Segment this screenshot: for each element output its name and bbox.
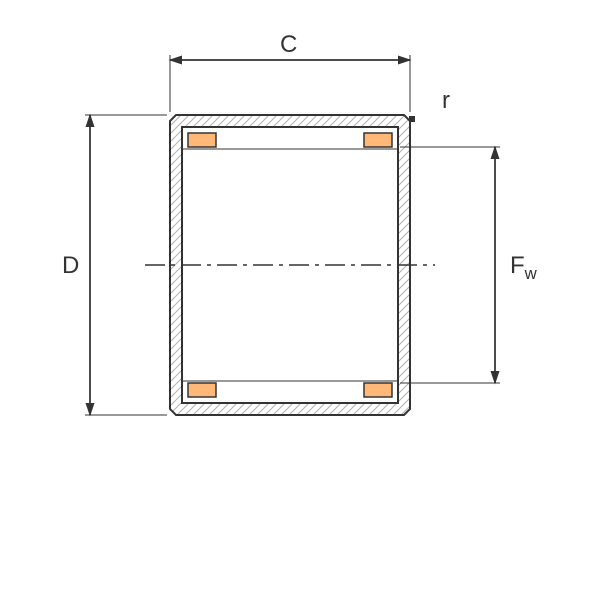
roller xyxy=(188,133,216,147)
dimension-r-label: r xyxy=(442,87,450,114)
dimension-fw: Fw xyxy=(400,147,538,383)
dimension-d: D xyxy=(62,252,79,279)
dimension-r: r xyxy=(409,87,450,122)
roller xyxy=(188,383,216,397)
dimension-fw-label: Fw xyxy=(510,252,538,283)
dimension-c: C xyxy=(280,31,297,58)
dimension-d-label: D xyxy=(62,252,79,279)
roller xyxy=(364,383,392,397)
chamfer-tick xyxy=(409,116,415,122)
dimension-c-label: C xyxy=(280,31,297,58)
roller xyxy=(364,133,392,147)
